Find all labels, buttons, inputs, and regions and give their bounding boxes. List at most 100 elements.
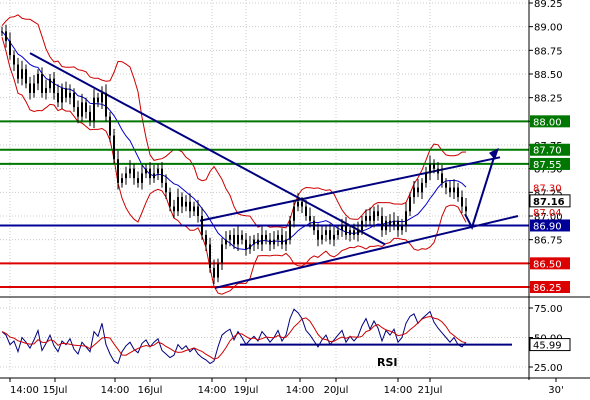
candle-body	[265, 234, 267, 240]
candle-body	[73, 92, 75, 108]
price-label-87-04: 87.04	[533, 208, 562, 219]
candle-body	[377, 211, 379, 216]
price-label-box	[530, 143, 570, 156]
candle-body	[117, 159, 119, 183]
candle-body	[201, 216, 203, 235]
candle-body	[209, 244, 211, 269]
candle-body	[345, 225, 347, 235]
candle-body	[37, 74, 39, 84]
candle-body	[81, 102, 83, 117]
candle-body	[189, 201, 191, 212]
y-tick-label: 89.25	[534, 0, 563, 10]
y-tick-label: 88.75	[534, 46, 563, 57]
candle-body	[113, 135, 115, 160]
projection-arrow-head	[489, 147, 499, 160]
candle-body	[413, 187, 415, 198]
candle-body	[401, 225, 403, 231]
candle-body	[277, 234, 279, 240]
candle-body	[289, 220, 291, 240]
y-tick-label: 88.25	[534, 94, 563, 105]
candle-body	[29, 83, 31, 93]
candle-body	[269, 239, 271, 245]
candle-body	[173, 206, 175, 212]
rsi-panel	[0, 296, 590, 365]
candle-body	[161, 168, 163, 183]
candle-body	[229, 234, 231, 240]
y-tick-label: 87.25	[534, 188, 563, 199]
candle-body	[77, 107, 79, 117]
candle-body	[461, 197, 463, 207]
candle-body	[361, 220, 363, 231]
rsi-signal-line	[1, 315, 467, 360]
rsi-title: RSI	[377, 356, 398, 369]
trendlines	[29, 52, 519, 289]
candle-body	[157, 168, 159, 174]
y-tick-label: 86.75	[534, 236, 563, 247]
candle-body	[45, 88, 47, 93]
candle-body	[333, 234, 335, 240]
candle-body	[25, 69, 27, 84]
candle-body	[425, 173, 427, 183]
price-label-box	[530, 219, 570, 232]
candle-body	[453, 187, 455, 193]
candle-body	[397, 220, 399, 231]
candle-body	[281, 234, 283, 245]
candle-body	[245, 239, 247, 250]
candle-body	[17, 64, 19, 79]
downtrend-line	[29, 52, 386, 246]
x-tick-label: 14:00	[101, 385, 130, 396]
y-tick-label: 87.00	[534, 212, 563, 223]
candle-body	[409, 197, 411, 212]
candle-body	[129, 168, 131, 174]
x-tick-label: 21Jul	[418, 385, 443, 396]
x-tick-label: 15Jul	[43, 385, 68, 396]
x-tick-label: 19Jul	[234, 385, 259, 396]
y-tick-label: 89.00	[534, 23, 563, 34]
candle-body	[69, 92, 71, 98]
candle-body	[141, 173, 143, 183]
moving-average-line	[1, 31, 467, 251]
price-label-box	[530, 115, 570, 128]
y-tick-label: 87.50	[534, 165, 563, 176]
candle-body	[65, 88, 67, 98]
candle-body	[105, 92, 107, 117]
candle-body	[405, 211, 407, 226]
candle-body	[373, 211, 375, 221]
candle-body	[101, 92, 103, 103]
x-tick-label: 14:00	[286, 385, 315, 396]
candle-body	[153, 173, 155, 179]
candle-body	[429, 163, 431, 174]
candle-body	[309, 216, 311, 221]
x-tick-label: 20Jul	[324, 385, 349, 396]
candle-body	[357, 230, 359, 235]
candle-body	[57, 92, 59, 103]
candle-body	[437, 168, 439, 174]
x-tick-label: 30'	[548, 385, 563, 396]
candle-body	[133, 168, 135, 179]
candle-body	[381, 216, 383, 231]
candle-body	[261, 234, 263, 245]
candle-body	[385, 220, 387, 231]
candle-body	[297, 201, 299, 207]
candle-body	[445, 182, 447, 188]
candle-body	[313, 220, 315, 231]
candle-body	[5, 31, 7, 41]
candle-body	[89, 111, 91, 122]
candle-body	[237, 234, 239, 245]
candle-body	[325, 230, 327, 235]
price-label-87-70: 87.70	[533, 146, 562, 157]
support-resistance-levels	[0, 120, 529, 288]
candle-body	[321, 234, 323, 240]
candle-body	[169, 192, 171, 207]
price-label-87-55: 87.55	[533, 160, 562, 171]
candle-body	[217, 263, 219, 278]
price-label-box	[530, 281, 570, 293]
candle-body	[365, 216, 367, 221]
candle-body	[341, 225, 343, 231]
candle-body	[465, 206, 467, 212]
price-label-box	[530, 257, 570, 270]
candle-body	[1, 31, 3, 33]
